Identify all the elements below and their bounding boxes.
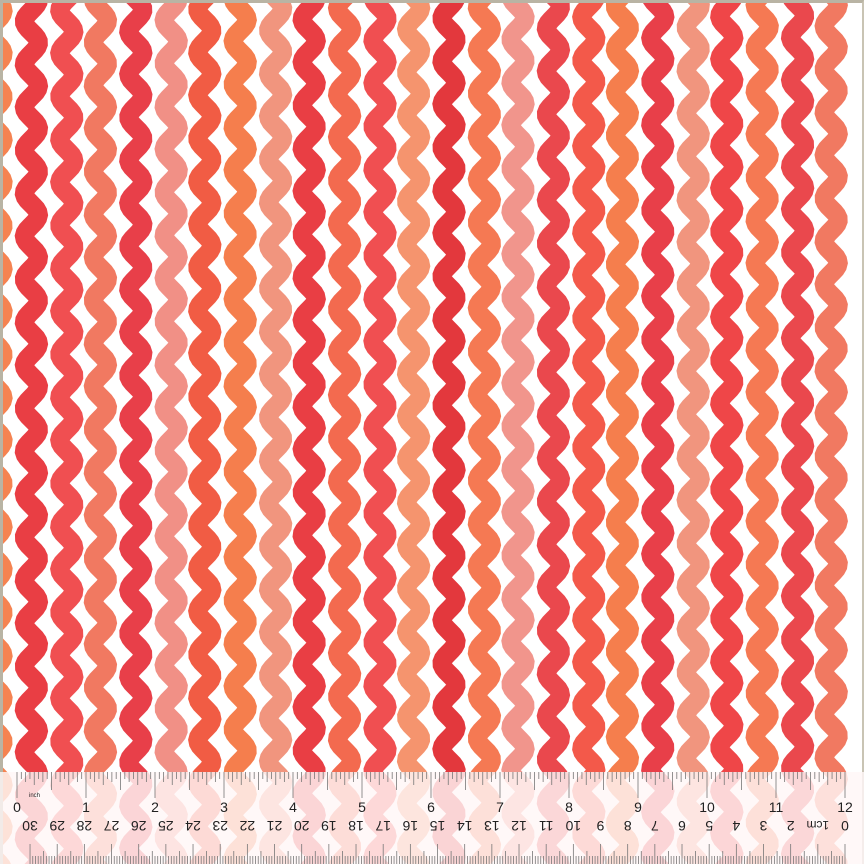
wavy-stripe <box>14 0 49 864</box>
inch-label: 7 <box>496 799 504 815</box>
inch-label: 1 <box>82 799 90 815</box>
cm-label: 27 <box>104 818 120 834</box>
wavy-stripe <box>501 0 535 864</box>
cm-label: 13 <box>484 818 500 834</box>
wavy-stripe <box>363 0 397 864</box>
cm-label: 23 <box>212 818 228 834</box>
cm-label: 28 <box>76 818 92 834</box>
inch-label: 8 <box>565 799 573 815</box>
cm-label: 11 <box>539 818 554 834</box>
cm-label: 3 <box>759 818 767 834</box>
wavy-stripe <box>188 0 222 864</box>
cm-label: 4 <box>732 818 740 834</box>
cm-label: 8 <box>624 818 632 834</box>
cm-label: 10 <box>565 818 581 834</box>
inch-label: 12 <box>837 799 853 815</box>
wavy-stripe <box>641 0 675 864</box>
wavy-stripe <box>467 0 502 864</box>
wavy-stripe <box>119 0 153 864</box>
cm-label: 19 <box>321 818 337 834</box>
wavy-stripe <box>710 0 744 864</box>
cm-label: 9 <box>596 818 604 834</box>
cm-label: 14 <box>457 818 473 834</box>
wavy-stripe <box>536 0 571 864</box>
wavy-stripe <box>605 0 640 864</box>
wavy-stripe <box>572 0 606 864</box>
cm-label: 5 <box>705 818 713 834</box>
cm-label: 6 <box>678 818 686 834</box>
cm-label: 30 <box>22 818 38 834</box>
cm-label: 15 <box>430 818 446 834</box>
cm-label: 29 <box>49 818 65 834</box>
cm-label: 2 <box>787 818 795 834</box>
wavy-stripe <box>327 0 362 864</box>
ruler-scale: 0 1 2 3 4 5 6 7 8 9 10 11 12inch02345678910111213141… <box>13 772 853 864</box>
inch-label: 0 <box>13 799 21 815</box>
inch-label: 9 <box>634 799 642 815</box>
cm-label: 18 <box>348 818 364 834</box>
wavy-stripe <box>745 0 779 864</box>
wavy-stripe <box>154 0 188 864</box>
wavy-stripe <box>0 0 13 864</box>
inch-label: 10 <box>699 799 715 815</box>
wavy-stripe <box>780 0 815 864</box>
inch-unit-label: inch <box>29 793 40 799</box>
cm-label: 7 <box>651 818 659 834</box>
wavy-stripe <box>814 0 848 864</box>
cm-label: 25 <box>158 818 174 834</box>
cm-label: 16 <box>402 818 418 834</box>
cm-label: 26 <box>131 818 147 834</box>
ruler: 0 1 2 3 4 5 6 7 8 9 10 11 12 inch 0 2 3 4 5 6 7 8 9 10 11 12 13 14 1… <box>0 772 864 864</box>
cm-label: 20 <box>294 818 310 834</box>
cm-label: 17 <box>375 818 391 834</box>
cm-label: 0 <box>841 818 849 834</box>
inch-label: 4 <box>289 799 297 815</box>
wavy-stripe <box>396 0 431 864</box>
inch-label: 2 <box>151 799 159 815</box>
wavy-stripe <box>676 0 710 864</box>
wavy-stripe <box>83 0 118 864</box>
cm-unit-label: 1cm <box>806 818 829 832</box>
wavy-stripe <box>223 0 257 864</box>
cm-label: 21 <box>267 818 283 834</box>
wavy-stripe <box>50 0 84 864</box>
cm-label: 22 <box>239 818 255 834</box>
wavy-stripe <box>258 0 293 864</box>
inch-label: 11 <box>769 799 784 815</box>
inch-label: 3 <box>220 799 228 815</box>
cm-label: 24 <box>185 818 201 834</box>
inch-label: 6 <box>427 799 435 815</box>
inch-label: 5 <box>358 799 366 815</box>
wavy-stripe <box>432 0 466 864</box>
wavy-stripe <box>292 0 326 864</box>
cm-label: 12 <box>511 818 527 834</box>
